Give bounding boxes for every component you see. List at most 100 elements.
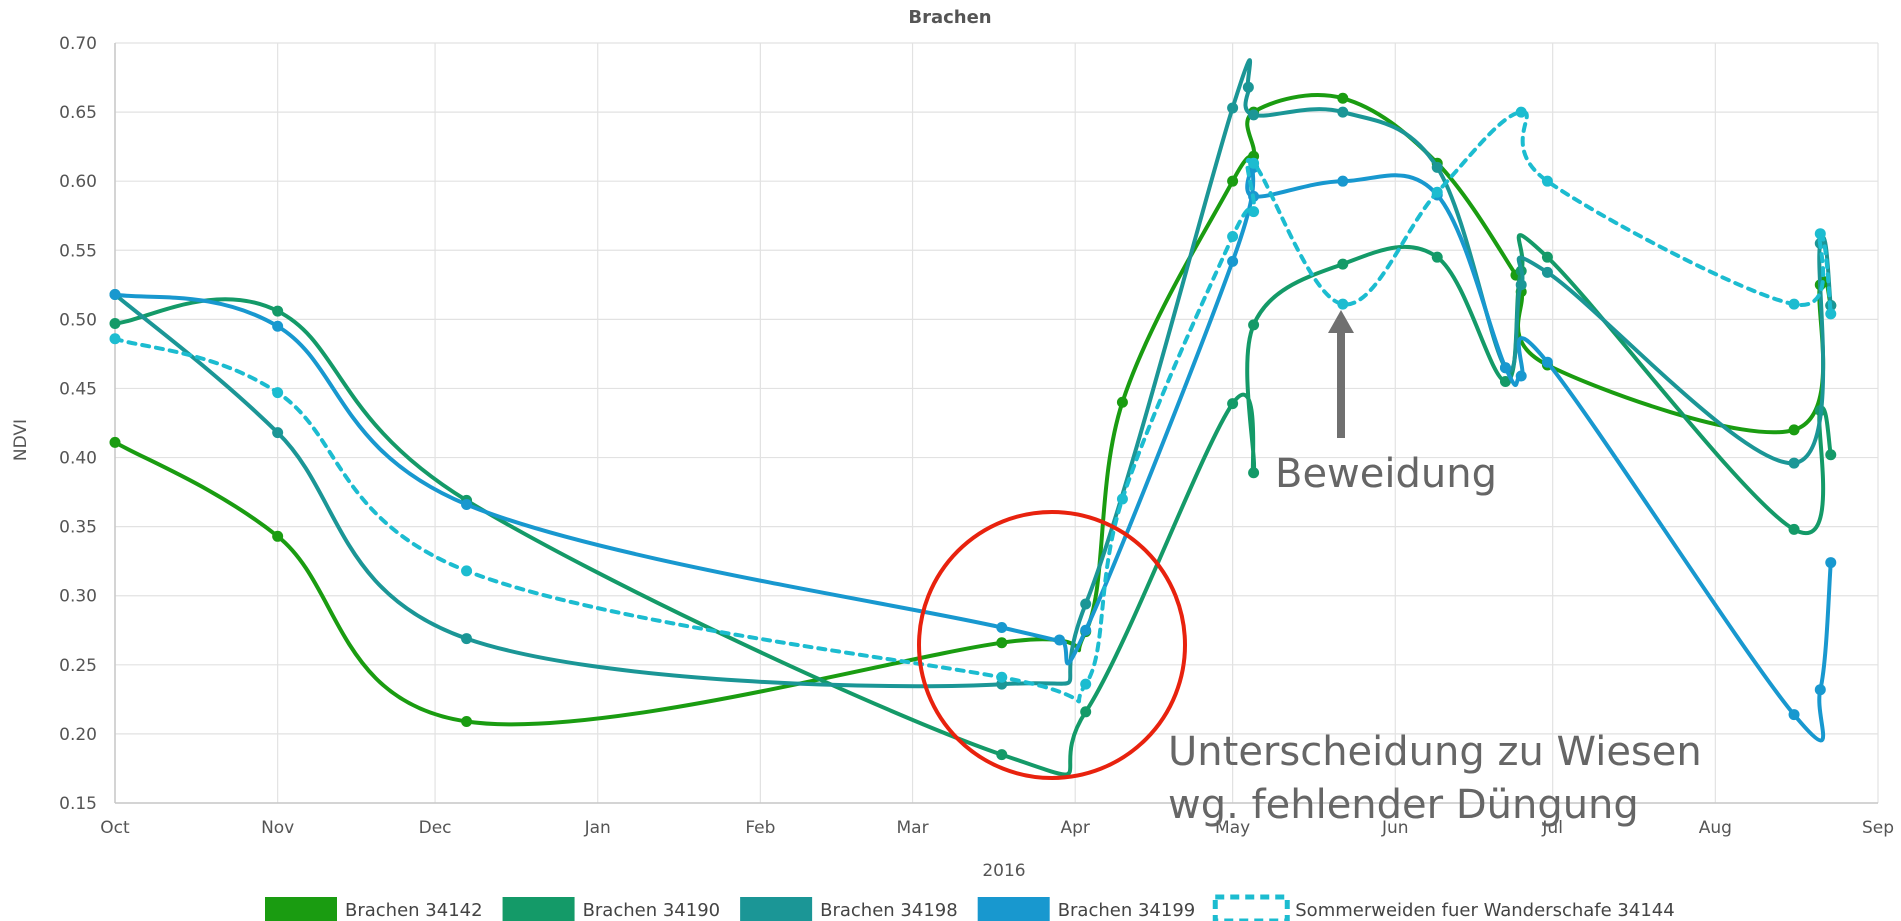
data-point[interactable] [996,637,1008,649]
legend-item-0[interactable]: Brachen 34142 [265,897,483,921]
data-point[interactable] [1248,206,1260,218]
x-tick-label: May [1215,818,1250,838]
x-tick-label: Jan [584,818,611,838]
data-point[interactable] [1814,228,1826,240]
data-point[interactable] [272,530,284,542]
y-axis-ticks: 0.15 0.20 0.25 0.30 0.35 0.40 0.45 0.50 0.55 0.60… [59,34,97,814]
data-point[interactable] [461,565,473,577]
data-point[interactable] [1825,449,1837,461]
legend-swatch [977,897,1050,921]
data-point[interactable] [1080,678,1092,690]
data-point[interactable] [1116,493,1128,505]
y-tick-label: 0.50 [59,310,97,330]
data-point[interactable] [1515,279,1527,291]
data-point[interactable] [1499,362,1511,374]
data-point[interactable] [996,622,1008,634]
data-point[interactable] [1337,298,1349,310]
data-point[interactable] [1248,319,1260,331]
data-point[interactable] [1541,356,1553,368]
data-point[interactable] [1788,523,1800,535]
data-point[interactable] [1431,161,1443,173]
series-line [113,110,1833,704]
data-point[interactable] [1080,624,1092,636]
data-point[interactable] [1541,175,1553,187]
y-tick-label: 0.25 [59,656,97,676]
data-point[interactable] [272,387,284,399]
data-point[interactable] [1337,92,1349,104]
data-point[interactable] [1337,175,1349,187]
x-tick-label: Aug [1699,818,1732,838]
highlight-circle [917,510,1187,780]
data-point[interactable] [1814,684,1826,696]
x-tick-label: Apr [1060,818,1089,838]
y-tick-label: 0.15 [59,794,97,814]
data-point[interactable] [1788,424,1800,436]
data-point[interactable] [1080,706,1092,718]
data-point[interactable] [996,671,1008,683]
y-tick-label: 0.60 [59,172,97,192]
data-point[interactable] [1337,258,1349,270]
legend-swatch [265,897,337,921]
y-tick-label: 0.30 [59,587,97,607]
legend-item-4[interactable]: Sommerweiden fuer Wanderschafe 34144 [1212,894,1675,921]
data-point[interactable] [1053,634,1065,646]
x-tick-label: Mar [897,818,929,838]
data-point[interactable] [1515,370,1527,382]
legend-item-2[interactable]: Brachen 34198 [740,897,958,921]
data-point[interactable] [1337,106,1349,118]
data-point[interactable] [272,320,284,332]
data-point[interactable] [109,288,121,300]
legend-swatch [740,897,813,921]
data-point[interactable] [1080,598,1092,610]
data-point[interactable] [1227,175,1239,187]
data-point[interactable] [461,715,473,727]
legend-item-1[interactable]: Brachen 34190 [502,897,721,921]
data-point[interactable] [1242,81,1254,93]
legend-item-3[interactable]: Brachen 34199 [977,897,1196,921]
data-point[interactable] [109,333,121,345]
data-point[interactable] [109,318,121,330]
data-point[interactable] [1248,467,1260,479]
data-point[interactable] [1788,709,1800,721]
x-tick-label: Oct [100,818,130,838]
data-point[interactable] [272,427,284,439]
series-layer [109,58,1837,777]
data-point[interactable] [1515,106,1527,118]
y-tick-label: 0.20 [59,725,97,745]
data-point[interactable] [1825,308,1837,320]
y-tick-label: 0.55 [59,241,97,261]
data-point[interactable] [1541,266,1553,278]
beweidung-label: Beweidung [1275,451,1497,497]
data-point[interactable] [1227,230,1239,242]
series-line [113,93,1833,727]
x-tick-label: Feb [745,818,775,838]
data-point[interactable] [1227,398,1239,410]
data-point[interactable] [1788,298,1800,310]
legend-label: Brachen 34190 [583,900,721,921]
data-point[interactable] [1116,396,1128,408]
data-point[interactable] [109,436,121,448]
x-tick-label: Sep [1862,818,1894,838]
series-line [113,233,1833,777]
legend-label: Brachen 34199 [1058,900,1196,921]
series-3 [109,161,1837,743]
data-point[interactable] [272,305,284,317]
data-point[interactable] [996,749,1008,761]
data-point[interactable] [1227,102,1239,114]
data-point[interactable] [1248,109,1260,121]
data-point[interactable] [1227,255,1239,267]
series-0 [109,92,1837,727]
chart-title: Brachen [908,7,991,28]
data-point[interactable] [461,633,473,645]
data-point[interactable] [1788,457,1800,469]
data-point[interactable] [461,499,473,511]
y-tick-label: 0.40 [59,449,97,469]
data-point[interactable] [1431,251,1443,263]
x-tick-label: Jul [1541,818,1563,838]
data-point[interactable] [1431,186,1443,198]
data-point[interactable] [1499,376,1511,388]
data-point[interactable] [1541,251,1553,263]
data-point[interactable] [1825,557,1837,569]
data-point[interactable] [1248,157,1260,169]
